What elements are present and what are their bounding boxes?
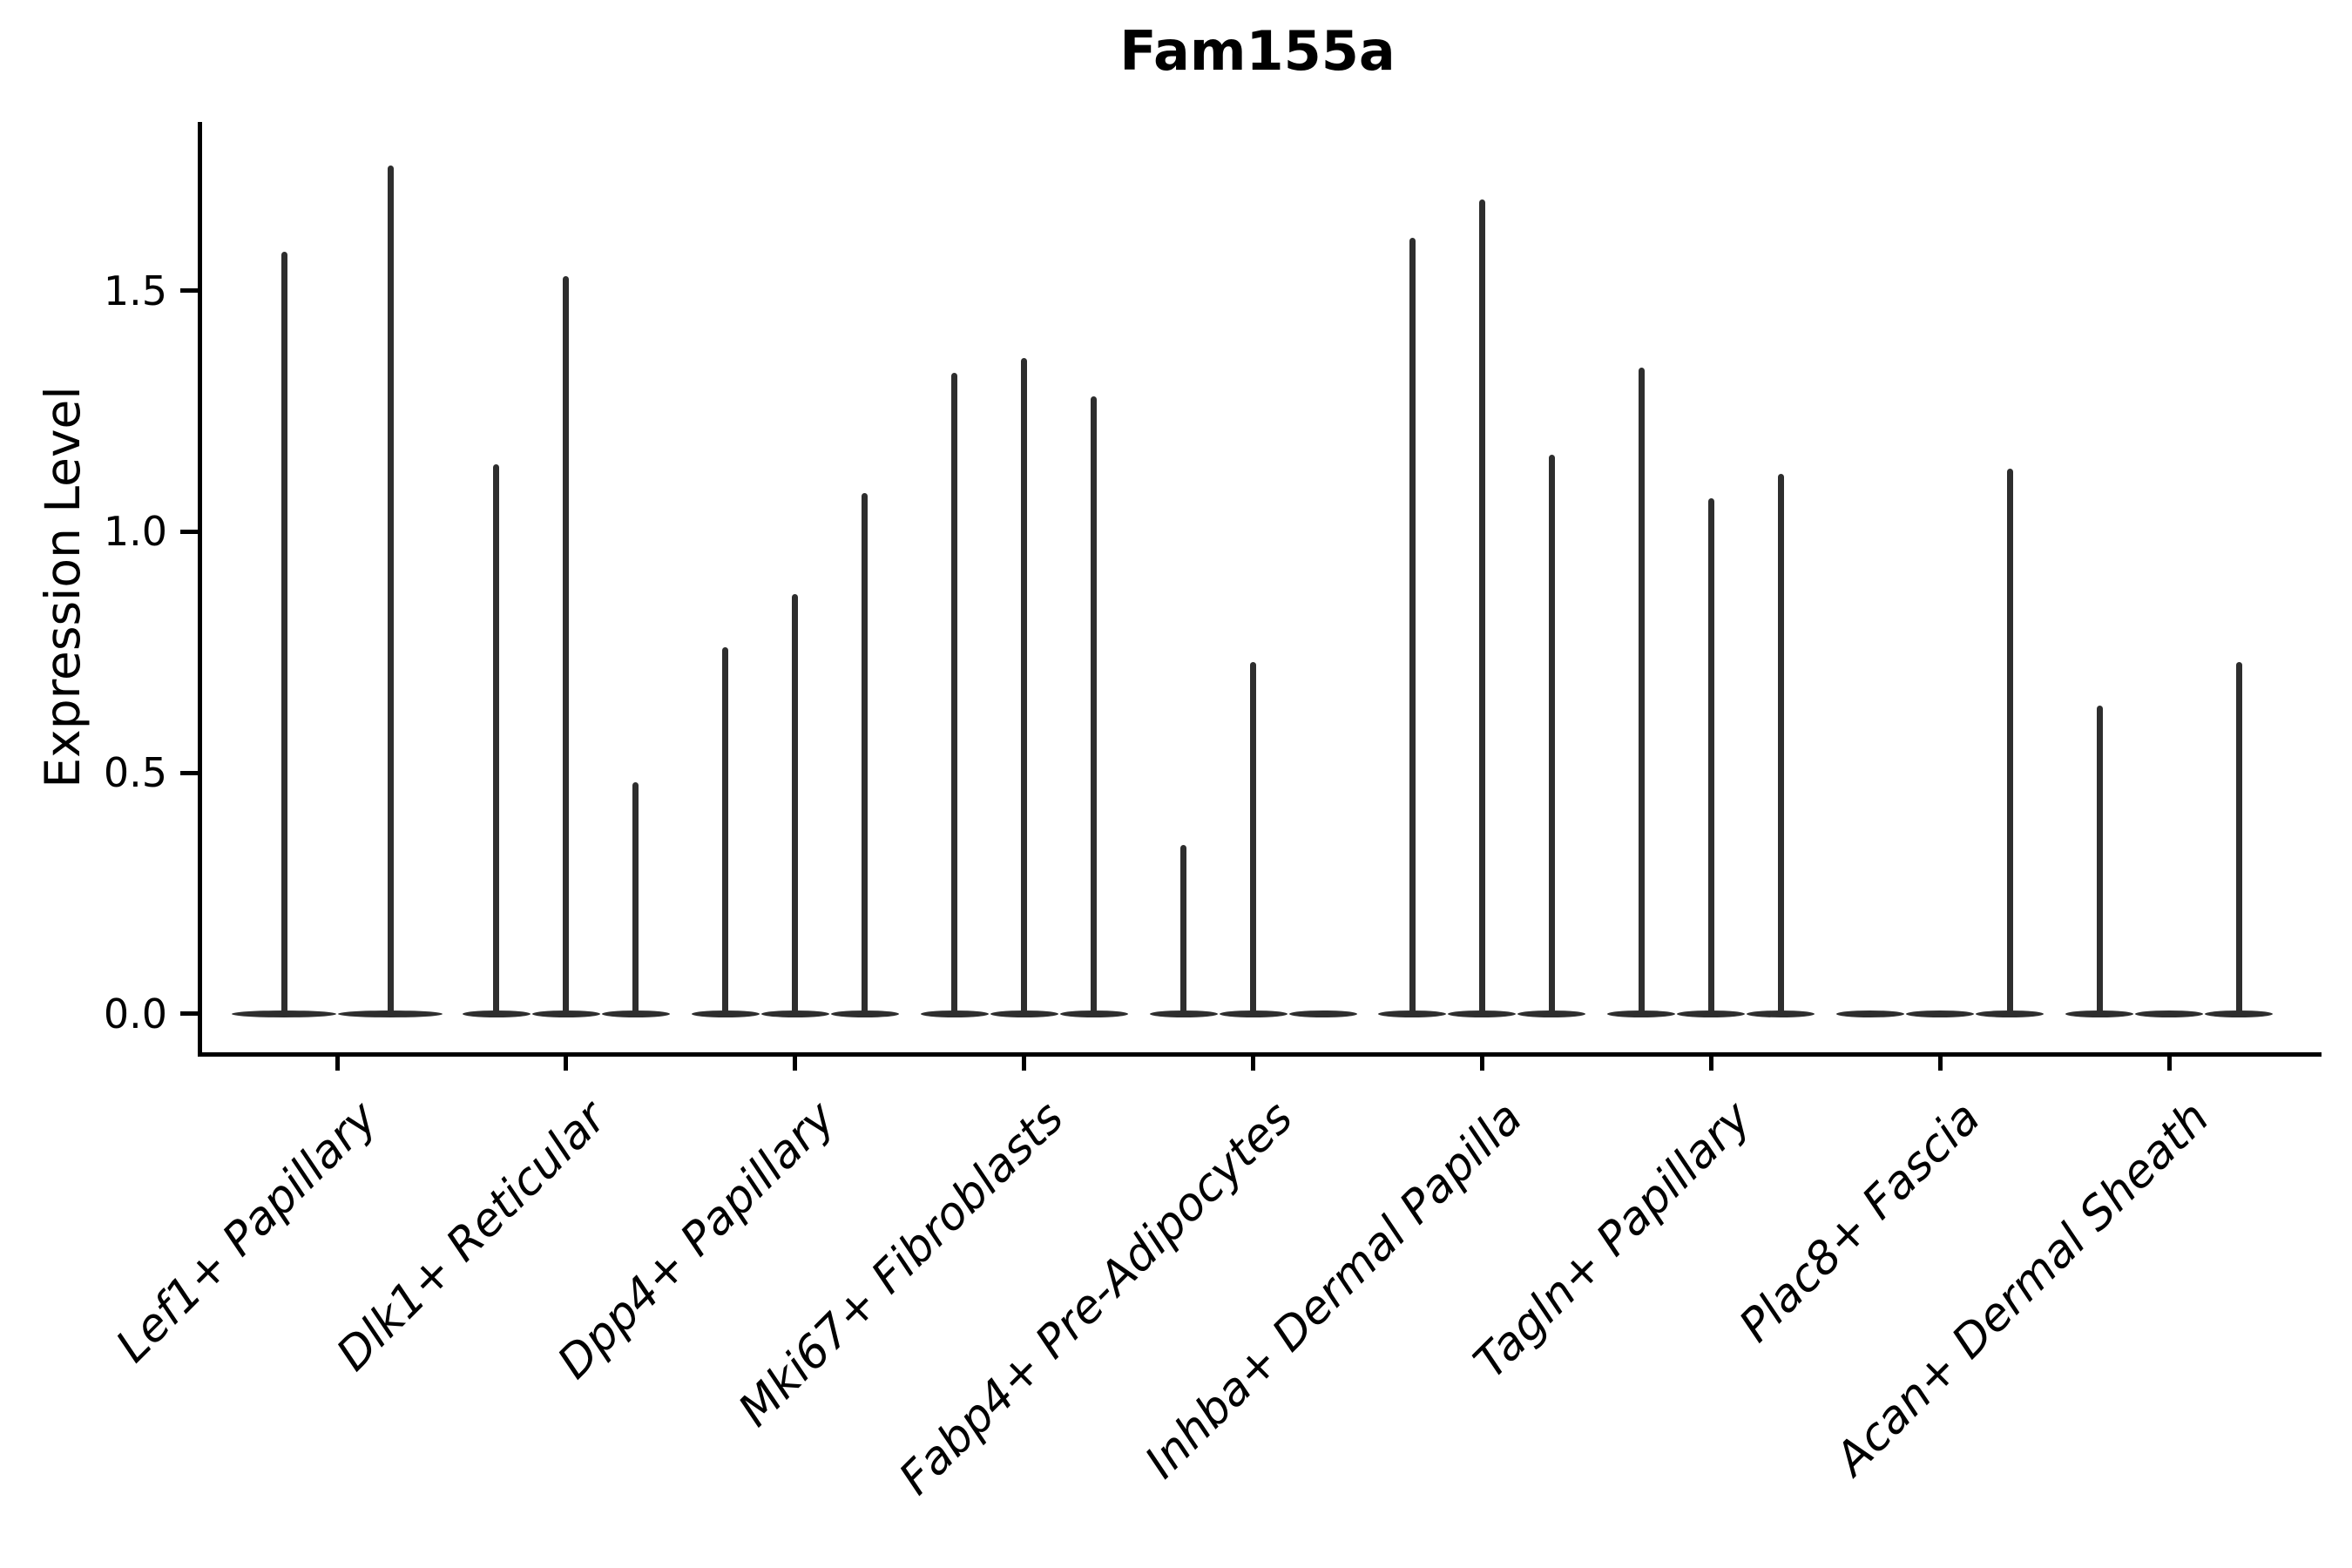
violin-baseline bbox=[1059, 1010, 1128, 1017]
violin-baseline bbox=[2205, 1010, 2273, 1017]
x-axis-spine bbox=[198, 1052, 2322, 1057]
x-tick-label: Inhba+ Dermal Papilla bbox=[1135, 1092, 1532, 1489]
violin-baseline bbox=[990, 1010, 1058, 1017]
violin-spike bbox=[1091, 396, 1098, 1014]
y-axis-spine bbox=[198, 122, 202, 1052]
violin-spike bbox=[2096, 705, 2103, 1014]
violin-baseline bbox=[531, 1010, 600, 1017]
violin-baseline bbox=[462, 1010, 531, 1017]
violin-baseline bbox=[2135, 1010, 2203, 1017]
y-tick-label: 0.0 bbox=[103, 990, 167, 1037]
violin-baseline bbox=[338, 1010, 443, 1017]
violin-baseline bbox=[1517, 1010, 1586, 1017]
x-tick-mark bbox=[1479, 1054, 1484, 1071]
y-tick-label: 1.0 bbox=[103, 508, 167, 556]
violin-spike bbox=[1548, 454, 1555, 1014]
violin-baseline bbox=[2065, 1010, 2133, 1017]
y-tick-mark bbox=[180, 529, 198, 534]
violin-baseline bbox=[1747, 1010, 1815, 1017]
violin-baseline bbox=[1976, 1010, 2044, 1017]
x-tick-mark bbox=[335, 1054, 340, 1071]
violin-spike bbox=[2006, 469, 2013, 1014]
violin-spike bbox=[722, 647, 729, 1014]
x-tick-mark bbox=[793, 1054, 798, 1071]
violin-spike bbox=[632, 782, 639, 1014]
violin-spike bbox=[563, 276, 570, 1014]
x-tick-mark bbox=[1708, 1054, 1713, 1071]
violin-spike bbox=[1777, 473, 1784, 1014]
violin-baseline bbox=[1378, 1010, 1447, 1017]
x-tick-label: Fabp4+ Pre-Adipocytes bbox=[889, 1092, 1304, 1505]
violin-spike bbox=[1707, 497, 1714, 1014]
x-tick-mark bbox=[1022, 1054, 1027, 1071]
violin-baseline bbox=[920, 1010, 989, 1017]
violin-baseline bbox=[830, 1010, 899, 1017]
violin-spike bbox=[1250, 661, 1256, 1014]
x-tick-mark bbox=[2166, 1054, 2172, 1071]
y-tick-label: 0.5 bbox=[103, 749, 167, 797]
chart-title: Fam155a bbox=[1119, 19, 1396, 83]
y-tick-mark bbox=[180, 1011, 198, 1017]
violin-baseline bbox=[1288, 1010, 1357, 1017]
violin-baseline bbox=[1448, 1010, 1517, 1017]
violin-spike bbox=[1478, 199, 1485, 1014]
violin-spike bbox=[951, 372, 958, 1014]
violin-spike bbox=[862, 493, 868, 1014]
violin-spike bbox=[387, 165, 394, 1014]
x-tick-mark bbox=[1251, 1054, 1255, 1071]
violin-baseline bbox=[1677, 1010, 1746, 1017]
violin-baseline bbox=[1836, 1010, 1905, 1017]
violin-spike bbox=[1021, 358, 1028, 1014]
violin-spike bbox=[792, 594, 799, 1014]
violin-spike bbox=[493, 463, 500, 1014]
violin-baseline bbox=[1607, 1010, 1676, 1017]
violin-spike bbox=[1409, 237, 1416, 1014]
x-tick-label: Acan+ Dermal Sheath bbox=[1825, 1092, 2220, 1486]
x-tick-mark bbox=[564, 1054, 569, 1071]
violin-spike bbox=[1638, 368, 1645, 1014]
violin-baseline bbox=[232, 1010, 336, 1017]
violin-baseline bbox=[760, 1010, 829, 1017]
violin-spike bbox=[1180, 845, 1186, 1014]
y-tick-label: 1.5 bbox=[103, 267, 167, 314]
y-tick-mark bbox=[180, 288, 198, 294]
violin-spike bbox=[2235, 661, 2242, 1014]
x-tick-mark bbox=[1937, 1054, 1943, 1071]
violin-spike bbox=[280, 252, 287, 1014]
violin-baseline bbox=[1149, 1010, 1218, 1017]
y-tick-mark bbox=[180, 770, 198, 775]
x-tick-label: Plac8+ Fascia bbox=[1729, 1092, 1990, 1353]
violin-baseline bbox=[601, 1010, 670, 1017]
violin-baseline bbox=[1219, 1010, 1288, 1017]
violin-baseline bbox=[691, 1010, 760, 1017]
violin-baseline bbox=[1906, 1010, 1975, 1017]
